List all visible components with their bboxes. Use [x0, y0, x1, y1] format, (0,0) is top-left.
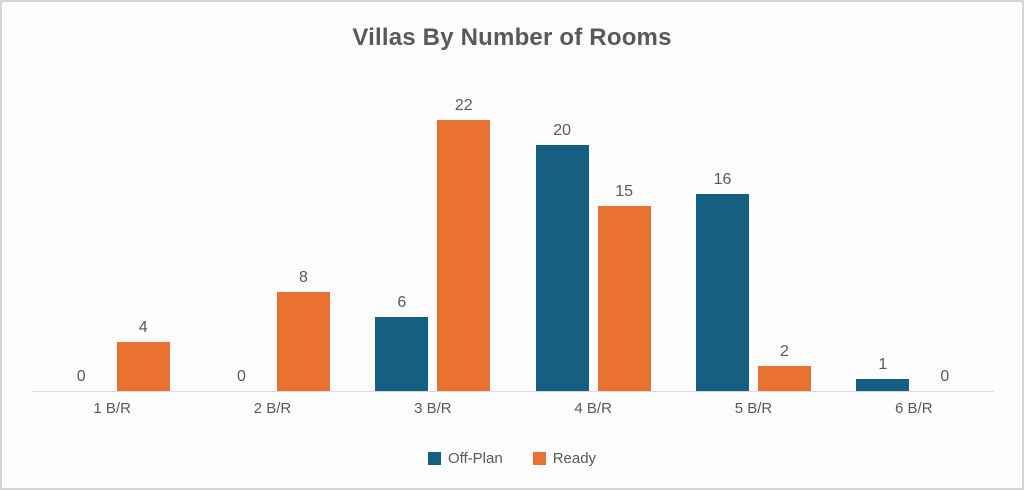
- legend-label: Off-Plan: [447, 450, 503, 467]
- bar: [535, 145, 589, 391]
- x-axis-tick-label: 6 B/R: [895, 400, 933, 417]
- bar-value-label: 22: [454, 97, 473, 115]
- bar-ready: 4: [116, 319, 170, 391]
- bar-ready: 22: [437, 97, 491, 391]
- bar-off-plan: 0: [215, 368, 268, 391]
- bar-ready: 8: [276, 269, 330, 391]
- bar-value-label: 15: [615, 183, 634, 201]
- category-group: 6 22: [353, 97, 513, 391]
- category-group: 20 15: [513, 120, 673, 391]
- bar-value-label: 0: [237, 368, 246, 386]
- x-axis-tick-label: 4 B/R: [574, 400, 612, 417]
- bar-value-label: 20: [553, 122, 572, 140]
- legend-item-off-plan: Off-Plan: [427, 450, 503, 467]
- bar-off-plan: 0: [55, 368, 108, 391]
- legend: Off-Plan Ready: [2, 450, 1022, 467]
- bar-value-label: 8: [299, 269, 308, 287]
- bar-value-label: 6: [397, 294, 407, 312]
- bar-off-plan: 16: [695, 171, 749, 391]
- bar: [375, 317, 429, 391]
- bar-ready: 2: [757, 343, 811, 391]
- bar: [597, 206, 651, 391]
- bar-ready: 0: [918, 368, 971, 391]
- plot-area: 0 4 0 8 6 22 20 15 16 2 1 0: [32, 97, 994, 391]
- bar-value-label: 0: [940, 368, 950, 386]
- legend-item-ready: Ready: [532, 450, 597, 467]
- bar-value-label: 0: [76, 368, 86, 386]
- bar: [695, 194, 749, 391]
- bar-value-label: 4: [138, 319, 148, 337]
- bar-value-label: 1: [878, 356, 888, 374]
- bar-off-plan: 6: [375, 294, 429, 391]
- bar: [757, 366, 811, 391]
- x-axis-tick-label: 1 B/R: [93, 400, 131, 417]
- bar: [276, 292, 330, 391]
- bar: [116, 342, 170, 391]
- chart-title: Villas By Number of Rooms: [352, 24, 672, 51]
- bar-value-label: 16: [713, 171, 732, 189]
- x-axis-line: [32, 391, 994, 392]
- x-axis-tick-label: 3 B/R: [414, 400, 452, 417]
- x-axis-labels: 1 B/R 2 B/R 3 B/R 4 B/R 5 B/R 6 B/R: [32, 400, 994, 417]
- legend-label: Ready: [552, 450, 597, 467]
- legend-swatch-icon: [427, 452, 441, 465]
- bar: [437, 120, 491, 391]
- bar-ready: 15: [597, 183, 651, 391]
- x-axis-tick-label: 2 B/R: [253, 400, 292, 417]
- bar-groups: 0 4 0 8 6 22 20 15 16 2 1 0: [32, 97, 994, 391]
- legend-swatch-icon: [532, 452, 546, 465]
- bar-off-plan: 20: [535, 122, 589, 391]
- x-axis-tick-label: 5 B/R: [734, 400, 773, 417]
- bar-value-label: 2: [780, 343, 789, 361]
- bar: [856, 379, 910, 391]
- bar-off-plan: 1: [856, 356, 910, 391]
- category-group: 16 2: [673, 120, 833, 391]
